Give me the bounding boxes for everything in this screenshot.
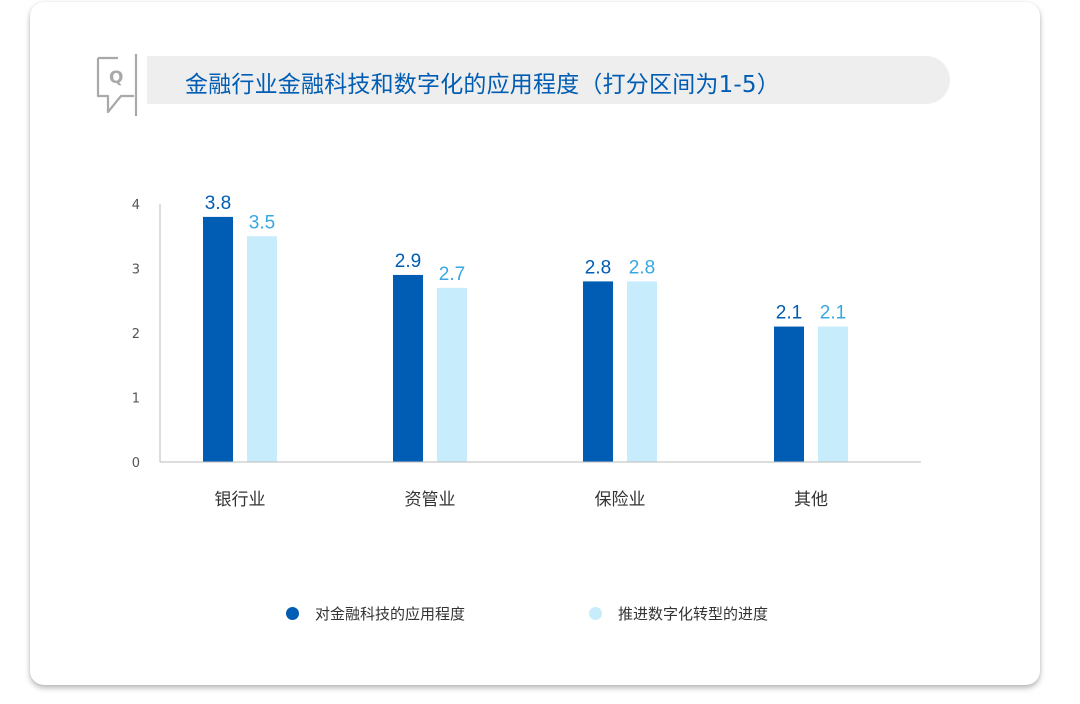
category-label: 保险业: [595, 490, 646, 510]
data-label-series-2-1: 3.5: [249, 212, 275, 233]
bar-series-2-4: [818, 326, 848, 462]
chart-title: 金融行业金融科技和数字化的应用程度（打分区间为1-5）: [185, 72, 780, 98]
chart-card: [30, 2, 1040, 685]
legend-item-series-2: 推进数字化转型的进度: [589, 601, 768, 625]
category-label: 资管业: [405, 490, 456, 510]
y-tick-label: 3: [132, 263, 140, 278]
bar-series-1-3: [583, 281, 613, 462]
data-label-series-1-2: 2.9: [395, 251, 421, 272]
title-bar: 金融行业金融科技和数字化的应用程度（打分区间为1-5）: [147, 56, 950, 104]
q-speech-bubble-icon: Q: [96, 54, 138, 116]
data-label-series-1-1: 3.8: [205, 193, 231, 214]
legend-swatch-series-2: [589, 606, 602, 620]
legend-item-series-1: 对金融科技的应用程度: [286, 601, 465, 625]
data-label-series-2-4: 2.1: [820, 303, 846, 324]
y-tick-label: 2: [132, 327, 140, 342]
y-tick-label: 0: [132, 456, 140, 471]
data-label-series-1-3: 2.8: [585, 257, 611, 278]
bar-series-1-2: [393, 274, 423, 462]
bar-series-1-1: [203, 216, 233, 462]
bar-series-2-1: [247, 236, 277, 462]
svg-text:Q: Q: [109, 68, 123, 88]
data-label-series-2-3: 2.8: [629, 257, 655, 278]
category-label: 银行业: [215, 490, 266, 510]
legend-label-series-2: 推进数字化转型的进度: [618, 604, 769, 623]
category-label: 其他: [794, 490, 828, 510]
legend-swatch-series-1: [286, 606, 299, 620]
data-label-series-1-4: 2.1: [776, 303, 802, 324]
bar-series-1-4: [774, 326, 804, 462]
y-tick-label: 4: [132, 198, 140, 213]
bar-series-2-2: [437, 287, 467, 462]
legend-label-series-1: 对金融科技的应用程度: [315, 604, 466, 623]
y-tick-label: 1: [132, 392, 140, 407]
data-label-series-2-2: 2.7: [439, 264, 465, 285]
bar-series-2-3: [627, 281, 657, 462]
